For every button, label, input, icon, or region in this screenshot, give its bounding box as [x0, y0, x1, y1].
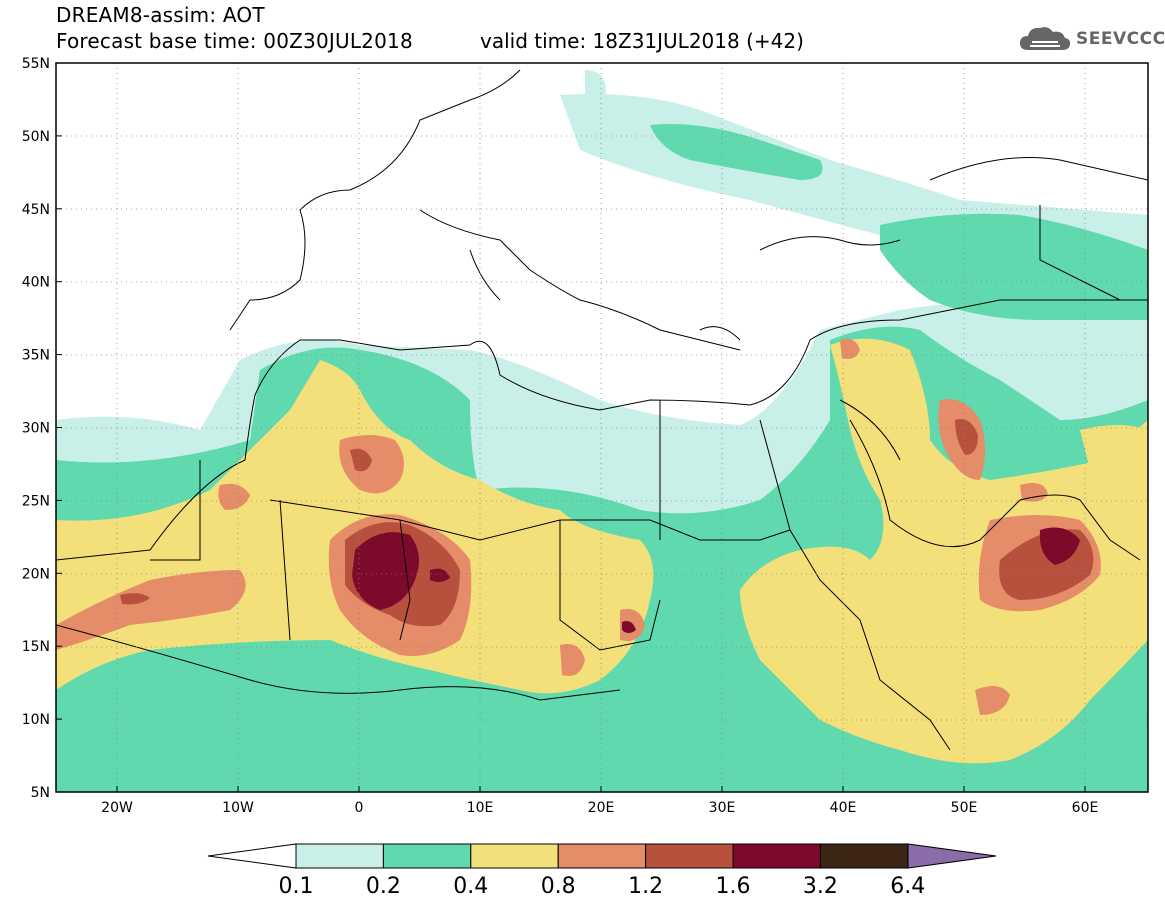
colorbar-box [557, 843, 647, 869]
cloud-icon [1020, 27, 1071, 50]
aot-shading [56, 70, 1148, 792]
colorbar: 0.1 0.2 0.4 0.8 1.2 1.6 3.2 6.4 [207, 843, 997, 899]
logo-text: SEEVCCC [1076, 29, 1165, 49]
lat-label: 50N [22, 129, 50, 145]
colorbar-boxes [295, 843, 909, 869]
lat-label: 35N [22, 348, 50, 364]
lon-label: 10E [467, 800, 494, 816]
colorbar-label: 0.8 [541, 874, 576, 899]
colorbar-under-arrow [207, 843, 297, 869]
lat-label: 15N [22, 639, 50, 655]
latitude-labels: 55N 50N 45N 40N 35N 30N 25N 20N 15N 10N 5N [22, 56, 62, 801]
colorbar-label: 3.2 [803, 874, 838, 899]
colorbar-label: 0.4 [453, 874, 488, 899]
coastlines [56, 69, 1148, 751]
colorbar-box [645, 843, 734, 869]
valid-time: valid time: 18Z31JUL2018 (+42) [480, 29, 804, 53]
lon-label: 20E [588, 800, 615, 816]
lon-label: 60E [1072, 800, 1099, 816]
lon-label: 10W [222, 800, 254, 816]
lat-label: 55N [22, 56, 50, 72]
graticule [56, 63, 1148, 792]
lat-label: 30N [22, 421, 50, 437]
lat-label: 20N [22, 566, 50, 582]
title-line-2: Forecast base time: 00Z30JUL2018 [56, 29, 413, 53]
title-line-1: DREAM8-assim: AOT [56, 3, 265, 27]
colorbar-box [382, 843, 472, 869]
lat-label: 10N [22, 712, 50, 728]
colorbar-box [470, 843, 559, 869]
lon-label: 20W [101, 800, 133, 816]
longitude-labels: 20W 10W 0 10E 20E 30E 40E 50E 60E [101, 786, 1098, 816]
lon-label: 40E [830, 800, 857, 816]
colorbar-box [819, 843, 909, 869]
colorbar-labels: 0.1 0.2 0.4 0.8 1.2 1.6 3.2 6.4 [279, 874, 926, 899]
lon-label: 0 [355, 800, 364, 816]
colorbar-label: 6.4 [890, 874, 925, 899]
colorbar-box [732, 843, 821, 869]
lat-label: 45N [22, 202, 50, 218]
colorbar-label: 1.2 [628, 874, 663, 899]
colorbar-label: 1.6 [716, 874, 751, 899]
colorbar-label: 0.2 [366, 874, 401, 899]
lat-label: 25N [22, 493, 50, 509]
seevccc-logo: SEEVCCC [1018, 24, 1165, 54]
lon-label: 30E [709, 800, 736, 816]
colorbar-box [295, 843, 384, 869]
colorbar-label: 0.1 [279, 874, 314, 899]
lat-label: 40N [22, 275, 50, 291]
colorbar-over-arrow [907, 843, 997, 869]
aot-level-1-6 [352, 527, 1080, 633]
lon-label: 50E [951, 800, 978, 816]
lat-label: 5N [31, 785, 50, 801]
